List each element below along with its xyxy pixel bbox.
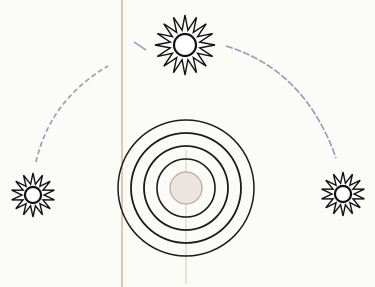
sun-disc (335, 186, 351, 202)
sun-disc (25, 187, 41, 203)
page: (() => { JSON.parse(document.getElementB… (0, 0, 375, 287)
core (170, 172, 202, 204)
diagram (0, 0, 375, 287)
sun-disc (174, 34, 196, 56)
